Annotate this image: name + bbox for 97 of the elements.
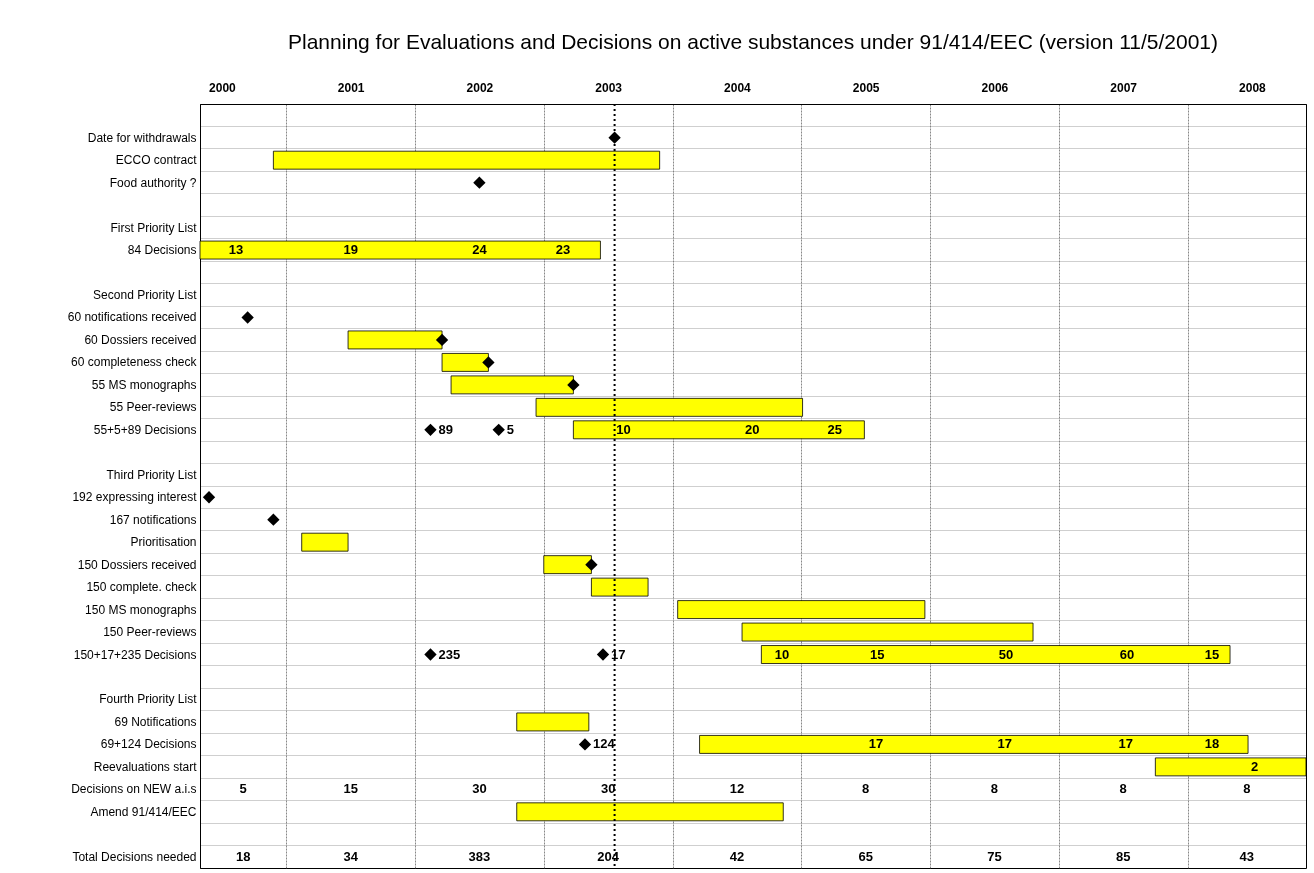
y-tick-label: 150 complete. check	[86, 580, 198, 595]
bar	[301, 532, 349, 552]
y-tick-label: 60 notifications received	[67, 310, 197, 325]
annotation: 43	[1239, 848, 1255, 864]
x-tick-label: 2007	[1110, 80, 1138, 95]
y-tick-label: Date for withdrawals	[87, 130, 197, 145]
annotation: 85	[1115, 848, 1131, 864]
x-tick-label: 2004	[724, 80, 752, 95]
annotation: 15	[1204, 646, 1220, 662]
x-tick-label: 2005	[852, 80, 880, 95]
annotation: 383	[468, 848, 491, 864]
point	[585, 558, 598, 571]
annotation: 34	[343, 848, 359, 864]
bar	[516, 712, 590, 732]
y-tick-label: 69 Notifications	[114, 714, 197, 729]
y-tick-label: Total Decisions needed	[72, 849, 197, 864]
y-tick-label: 55 MS monographs	[91, 377, 197, 392]
annotation: 235	[438, 646, 461, 662]
bar	[677, 600, 926, 619]
annotation: 10	[774, 646, 790, 662]
annotation: 17	[997, 736, 1012, 752]
annotation: 8	[990, 781, 999, 797]
x-tick-label: 2006	[981, 80, 1009, 95]
annotation: 5	[239, 781, 247, 797]
y-tick-label: 55+5+89 Decisions	[93, 422, 197, 437]
annotation: 24	[472, 242, 488, 258]
annotation: 124	[592, 736, 616, 752]
annotation: 60	[1119, 646, 1135, 662]
point	[492, 424, 505, 436]
point	[608, 131, 621, 144]
annotation: 8	[1243, 781, 1251, 797]
annotation: 204	[597, 848, 620, 864]
annotation: 18	[1204, 736, 1220, 752]
point	[473, 176, 486, 189]
annotation: 10	[616, 421, 631, 437]
annotation: 25	[827, 421, 842, 437]
bar	[699, 735, 1249, 754]
y-tick-label: 60 Dossiers received	[84, 332, 197, 347]
y-tick-label: 167 notifications	[109, 512, 197, 527]
annotation: 15	[343, 781, 358, 797]
x-tick-label: 2008	[1239, 80, 1267, 95]
x-tick-label: 2000	[209, 80, 237, 95]
y-tick-label: 150 Dossiers received	[77, 557, 197, 572]
x-tick-label: 2002	[466, 80, 494, 95]
y-tick-label: Prioritisation	[130, 535, 197, 550]
point	[424, 648, 437, 661]
point	[241, 311, 254, 324]
bar	[741, 622, 1034, 642]
y-tick-label: Food authority ?	[109, 175, 197, 190]
y-tick-label: 60 completeness check	[71, 355, 198, 370]
point	[267, 513, 280, 526]
x-tick-label: 2003	[595, 80, 623, 95]
y-tick-label: 84 Decisions	[127, 243, 197, 258]
y-tick-label: Second Priority List	[93, 288, 198, 302]
annotation: 30	[600, 781, 616, 797]
annotation: 5	[506, 421, 514, 437]
annotation: 89	[438, 421, 453, 437]
annotation: 2	[1250, 758, 1259, 774]
annotation: 65	[858, 848, 873, 864]
annotation: 8	[1119, 781, 1127, 797]
point	[203, 491, 215, 503]
annotation: 17	[1118, 736, 1133, 752]
point	[482, 356, 495, 369]
chart-title: Planning for Evaluations and Decisions on active substances under 91/414/EEC (version 11/5/2001)	[287, 30, 1219, 53]
annotation: 20	[745, 421, 760, 437]
annotation: 18	[235, 848, 251, 864]
point	[567, 379, 580, 391]
y-tick-label: Amend 91/414/EEC	[90, 804, 197, 819]
annotation: 50	[998, 646, 1014, 662]
y-tick-label: Fourth Priority List	[99, 692, 198, 707]
y-tick-label: 150 MS monographs	[85, 602, 197, 617]
annotation: 42	[729, 848, 745, 864]
annotation: 75	[987, 848, 1002, 864]
annotation: 19	[343, 242, 358, 258]
annotation: 23	[555, 242, 571, 258]
y-tick-label: 150 Peer-reviews	[103, 625, 197, 640]
y-tick-label: Decisions on NEW a.i.s	[71, 782, 197, 797]
y-tick-label: First Priority List	[110, 220, 198, 235]
y-tick-label: 192 expressing interest	[72, 490, 198, 505]
annotation: 15	[870, 646, 885, 662]
annotation: 12	[729, 781, 745, 797]
annotation: 13	[228, 242, 244, 258]
bar	[760, 645, 1231, 664]
y-tick-label: 55 Peer-reviews	[109, 400, 197, 415]
y-tick-label: 150+17+235 Decisions	[73, 647, 197, 662]
point	[579, 738, 591, 751]
y-tick-label: ECCO contract	[115, 153, 198, 168]
y-tick-label: Reevaluations start	[93, 759, 198, 774]
annotation: 30	[472, 781, 487, 797]
y-tick-label: 69+124 Decisions	[100, 737, 197, 752]
point	[436, 334, 448, 346]
point	[424, 424, 437, 436]
annotation: 17	[868, 736, 884, 752]
x-tick-label: 2001	[337, 80, 365, 95]
annotation: 8	[862, 781, 870, 797]
point	[597, 648, 609, 661]
y-tick-label: Third Priority List	[106, 467, 198, 482]
